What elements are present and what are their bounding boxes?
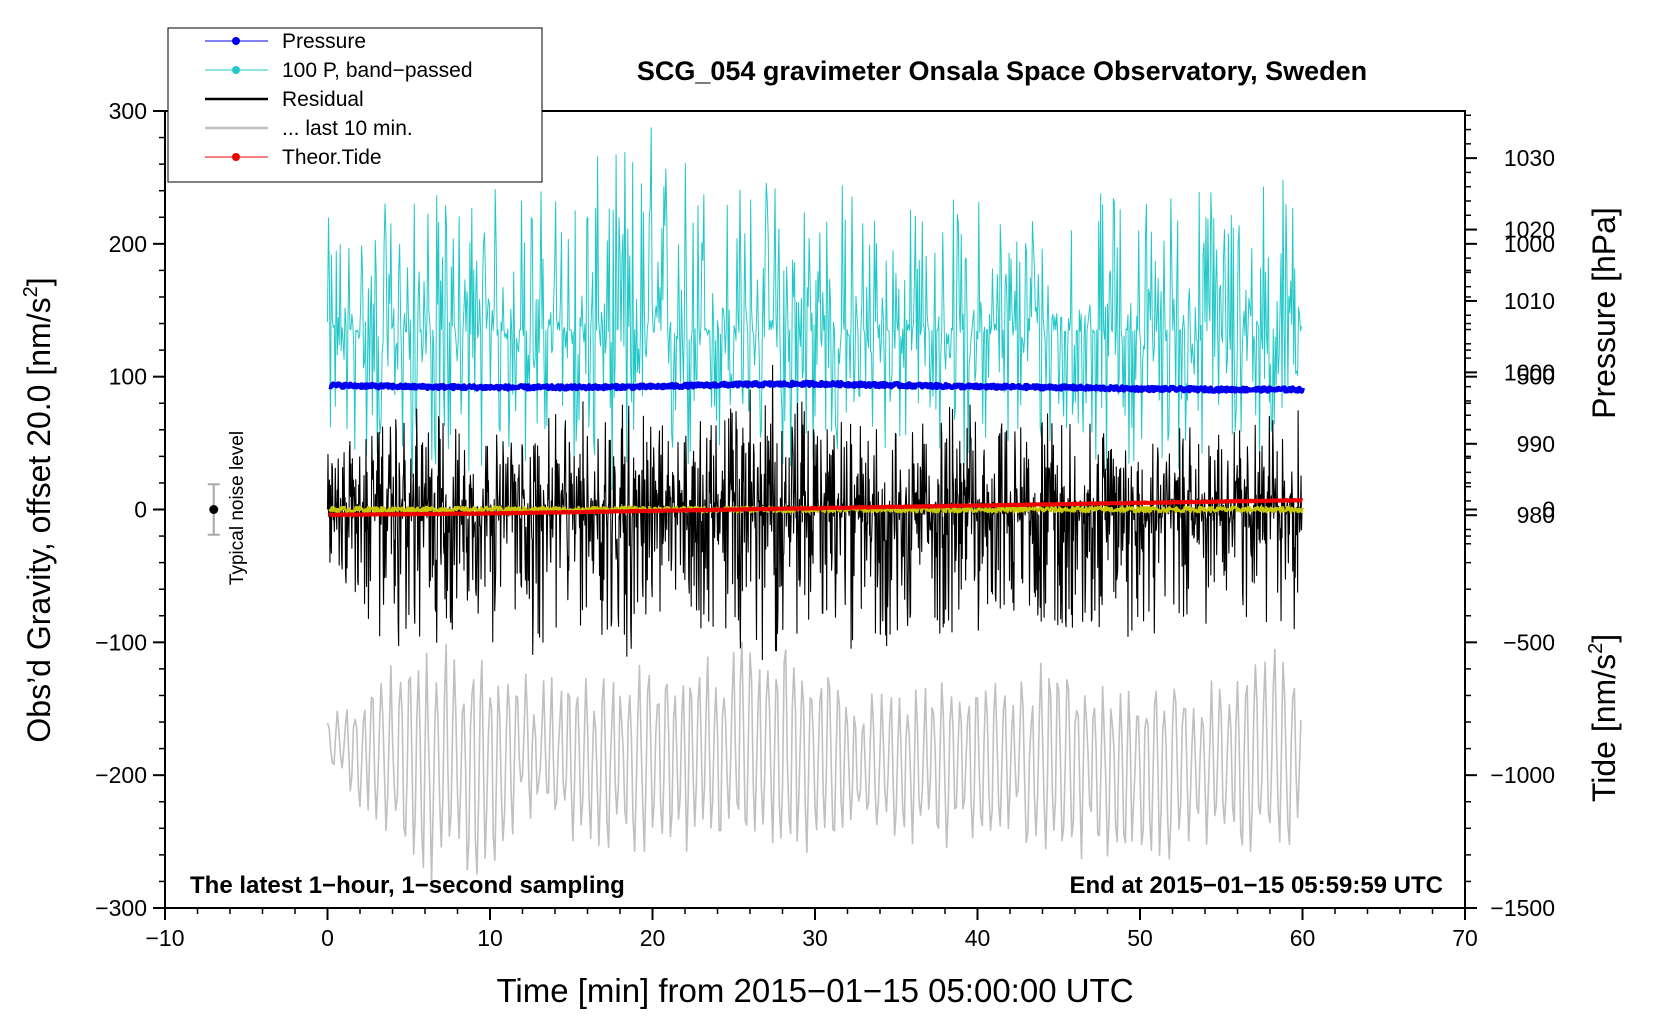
pressure-tick-label: 1030 bbox=[1504, 145, 1555, 171]
y-axis-label-left-sup: 2 bbox=[20, 286, 42, 297]
legend-label: Pressure bbox=[282, 30, 366, 53]
noise-center-dot bbox=[209, 505, 219, 514]
x-tick-label: 30 bbox=[802, 925, 828, 951]
series-theor-tide bbox=[327, 498, 1304, 518]
y-axis-label-left-end: ] bbox=[21, 277, 57, 286]
tide-tick-label: 0 bbox=[1542, 497, 1555, 523]
x-axis-label: Time [min] from 2015−01−15 05:00:00 UTC bbox=[496, 972, 1133, 1009]
pressure-tick-label: 1020 bbox=[1504, 217, 1555, 243]
legend-label: ... last 10 min. bbox=[282, 117, 413, 140]
legend-entry-residual: Residual bbox=[205, 88, 364, 111]
y-left-tick-label: 300 bbox=[109, 98, 147, 124]
y-left-tick-label: −300 bbox=[95, 895, 147, 921]
series-line--last-10-min- bbox=[326, 641, 1302, 883]
x-tick-label: 50 bbox=[1127, 925, 1153, 951]
y-left-tick-label: −100 bbox=[95, 629, 147, 655]
legend-entry-theor-tide: Theor.Tide bbox=[205, 146, 382, 169]
x-tick-label: −10 bbox=[145, 925, 184, 951]
y-axis-label-pressure: Pressure [hPa] bbox=[1586, 207, 1622, 419]
x-tick-label: 0 bbox=[321, 925, 334, 951]
series-line-pressure bbox=[327, 379, 1305, 394]
annotation-end-time: End at 2015−01−15 05:59:59 UTC bbox=[1069, 872, 1443, 899]
noise-label: Typical noise level bbox=[227, 431, 248, 585]
legend-label: 100 P, band−passed bbox=[282, 59, 473, 82]
series-line-residual bbox=[326, 364, 1303, 661]
series-100-p-band-passed bbox=[327, 127, 1303, 491]
tide-tick-label: −1000 bbox=[1490, 762, 1555, 788]
axis-layer: −10 0 10 20 30 40 50 60 70−300−200−1000100200300… bbox=[95, 98, 1555, 951]
legend-swatch-dot bbox=[232, 153, 240, 161]
series-layer bbox=[326, 127, 1305, 883]
y-axis-label-tide-sup: 2 bbox=[1585, 643, 1607, 654]
legend-entry-100-p-band-passed: 100 P, band−passed bbox=[205, 59, 473, 82]
y-left-tick-label: 200 bbox=[109, 231, 147, 257]
tide-tick-label: 1000 bbox=[1504, 231, 1555, 257]
y-axis-label-tide: Tide [nm/s2] bbox=[1585, 634, 1622, 802]
x-tick-label: 10 bbox=[477, 925, 503, 951]
legend-entry--last-10-min-: ... last 10 min. bbox=[205, 117, 413, 140]
y-axis-label-tide-main: Tide [nm/s bbox=[1586, 654, 1622, 802]
y-left-tick-label: 0 bbox=[134, 497, 147, 523]
series--last-10-min- bbox=[326, 641, 1302, 883]
series-line-theor-tide bbox=[327, 498, 1304, 518]
legend-swatch-dot bbox=[232, 66, 240, 74]
y-left-tick-label: 100 bbox=[109, 364, 147, 390]
chart-title: SCG_054 gravimeter Onsala Space Observat… bbox=[637, 56, 1367, 86]
y-axis-label-tide-end: ] bbox=[1586, 634, 1622, 643]
legend-frame bbox=[167, 27, 543, 183]
pressure-tick-label: 1010 bbox=[1504, 288, 1555, 314]
series-pressure bbox=[327, 379, 1305, 394]
annotation-sampling: The latest 1−hour, 1−second sampling bbox=[190, 872, 625, 899]
legend: Pressure 100 P, band−passed Residual ... la… bbox=[167, 27, 543, 183]
legend-label: Theor.Tide bbox=[282, 146, 382, 169]
y-axis-label-left: Obs’d Gravity, offset 20.0 [nm/s2] bbox=[20, 277, 57, 742]
tide-tick-label: 500 bbox=[1517, 364, 1555, 390]
legend-entry-pressure: Pressure bbox=[205, 30, 366, 53]
tide-tick-label: −500 bbox=[1503, 629, 1555, 655]
pressure-tick-label: 980 bbox=[1517, 502, 1555, 528]
x-tick-label: 70 bbox=[1452, 925, 1478, 951]
x-tick-label: 40 bbox=[965, 925, 991, 951]
pressure-tick-label: 1000 bbox=[1504, 359, 1555, 385]
tide-tick-label: −1500 bbox=[1490, 895, 1555, 921]
noise-level-indicator bbox=[207, 483, 220, 536]
x-tick-label: 20 bbox=[640, 925, 666, 951]
y-left-tick-label: −200 bbox=[95, 762, 147, 788]
pressure-tick-label: 990 bbox=[1517, 431, 1555, 457]
series-line-100-p-band-passed bbox=[327, 127, 1303, 491]
series-residual bbox=[326, 364, 1303, 661]
y-axis-label-left-main: Obs’d Gravity, offset 20.0 [nm/s bbox=[21, 297, 57, 742]
x-tick-label: 60 bbox=[1290, 925, 1316, 951]
legend-label: Residual bbox=[282, 88, 364, 111]
legend-swatch-dot bbox=[232, 37, 240, 45]
legend-items: Pressure 100 P, band−passed Residual ... la… bbox=[205, 30, 473, 169]
